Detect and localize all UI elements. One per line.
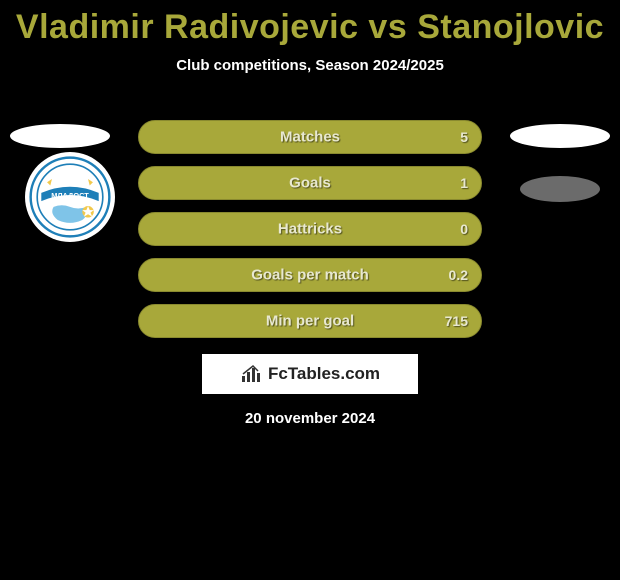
branding-box: FcTables.com: [202, 354, 418, 394]
stat-row-goals-per-match: Goals per match 0.2: [138, 258, 482, 292]
stat-value: 5: [460, 129, 468, 145]
stat-row-matches: Matches 5: [138, 120, 482, 154]
stat-row-min-per-goal: Min per goal 715: [138, 304, 482, 338]
stat-value: 715: [445, 313, 468, 329]
date-text: 20 november 2024: [245, 410, 375, 427]
stat-value: 0: [460, 221, 468, 237]
svg-text:МЛАДОСТ: МЛАДОСТ: [51, 191, 89, 200]
left-ellipse: [10, 124, 110, 148]
page-subtitle: Club competitions, Season 2024/2025: [0, 57, 620, 74]
branding-text: FcTables.com: [268, 364, 380, 384]
stat-label: Hattricks: [278, 221, 342, 238]
stat-value: 1: [460, 175, 468, 191]
stat-label: Min per goal: [266, 313, 354, 330]
stat-row-goals: Goals 1: [138, 166, 482, 200]
stat-label: Matches: [280, 129, 340, 146]
stat-value: 0.2: [449, 267, 468, 283]
stat-label: Goals: [289, 175, 331, 192]
club-badge: МЛАДОСТ: [25, 152, 115, 242]
stat-label: Goals per match: [251, 267, 369, 284]
right-ellipse-top: [510, 124, 610, 148]
branding-chart-icon: [240, 364, 264, 384]
right-ellipse-second: [520, 176, 600, 202]
club-badge-svg: МЛАДОСТ: [29, 156, 111, 238]
stats-container: Matches 5 Goals 1 Hattricks 0 Goals per …: [138, 120, 482, 350]
page-title: Vladimir Radivojevic vs Stanojlovic: [0, 0, 620, 47]
stat-row-hattricks: Hattricks 0: [138, 212, 482, 246]
